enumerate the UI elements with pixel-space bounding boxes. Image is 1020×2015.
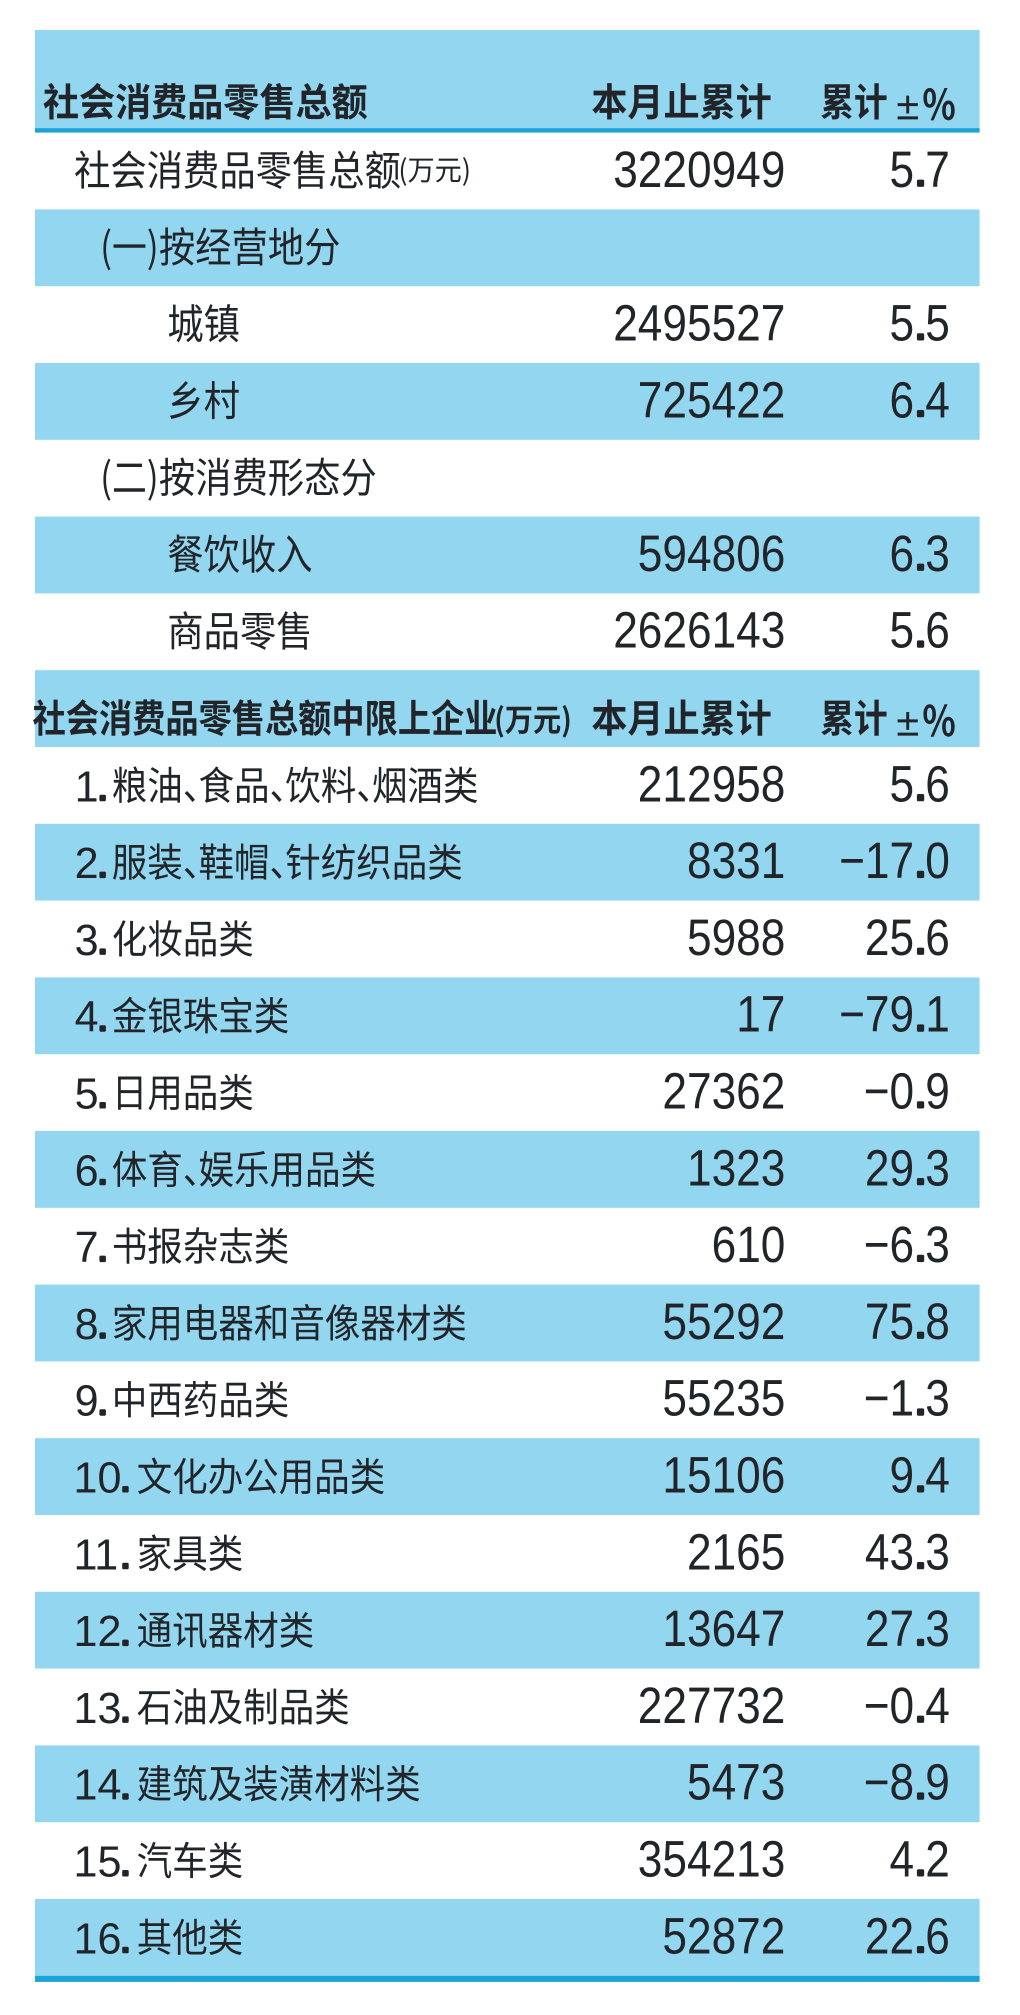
svg-text:3: 3 bbox=[925, 1371, 950, 1428]
svg-text:4: 4 bbox=[925, 1678, 950, 1735]
svg-text:6: 6 bbox=[75, 1147, 99, 1195]
svg-text:0: 0 bbox=[925, 833, 950, 890]
svg-text:43: 43 bbox=[865, 1524, 914, 1581]
svg-text:6: 6 bbox=[925, 603, 950, 660]
svg-text:725422: 725422 bbox=[638, 372, 786, 429]
svg-text:1: 1 bbox=[75, 763, 99, 811]
svg-text:−: − bbox=[839, 987, 865, 1044]
svg-text:8331: 8331 bbox=[687, 833, 785, 890]
svg-text:3: 3 bbox=[925, 526, 950, 583]
svg-text:27: 27 bbox=[865, 1601, 914, 1658]
svg-text:5: 5 bbox=[890, 603, 915, 660]
svg-text:9: 9 bbox=[890, 1447, 915, 1504]
svg-text:29: 29 bbox=[865, 1140, 914, 1197]
svg-text:0: 0 bbox=[890, 1063, 915, 1120]
svg-text:−: − bbox=[839, 833, 865, 890]
svg-text:4: 4 bbox=[925, 1447, 950, 1504]
svg-text:3220949: 3220949 bbox=[613, 142, 785, 199]
svg-text:3: 3 bbox=[925, 1217, 950, 1274]
svg-text:−: − bbox=[864, 1217, 890, 1274]
svg-text:5988: 5988 bbox=[687, 910, 785, 967]
svg-text:11: 11 bbox=[74, 1531, 119, 1579]
svg-text:5: 5 bbox=[890, 142, 915, 199]
svg-text:2626143: 2626143 bbox=[613, 603, 785, 660]
svg-text:2165: 2165 bbox=[687, 1524, 785, 1581]
svg-text:8: 8 bbox=[925, 1294, 950, 1351]
svg-text:22: 22 bbox=[865, 1908, 914, 1965]
svg-text:2495527: 2495527 bbox=[613, 295, 785, 352]
svg-text:4: 4 bbox=[925, 372, 950, 429]
svg-text:610: 610 bbox=[712, 1217, 786, 1274]
svg-text:9: 9 bbox=[75, 1378, 99, 1426]
svg-text:5: 5 bbox=[890, 756, 915, 813]
svg-text:1: 1 bbox=[890, 1371, 915, 1428]
svg-text:13: 13 bbox=[74, 1685, 122, 1733]
svg-text:15: 15 bbox=[74, 1839, 122, 1887]
svg-text:8: 8 bbox=[890, 1755, 915, 1812]
svg-text:3: 3 bbox=[75, 917, 99, 965]
svg-text:52872: 52872 bbox=[662, 1908, 785, 1965]
svg-text:6: 6 bbox=[890, 372, 915, 429]
svg-text:6: 6 bbox=[925, 756, 950, 813]
svg-text:4: 4 bbox=[890, 1831, 915, 1888]
svg-text:17: 17 bbox=[736, 987, 785, 1044]
svg-text:5: 5 bbox=[890, 295, 915, 352]
svg-text:212958: 212958 bbox=[638, 756, 786, 813]
svg-text:55292: 55292 bbox=[662, 1294, 785, 1351]
svg-text:−: − bbox=[864, 1371, 890, 1428]
svg-text:−: − bbox=[864, 1678, 890, 1735]
svg-text:1323: 1323 bbox=[687, 1140, 785, 1197]
svg-text:25: 25 bbox=[865, 910, 914, 967]
svg-text:−: − bbox=[864, 1755, 890, 1812]
svg-text:6: 6 bbox=[925, 1908, 950, 1965]
svg-text:6: 6 bbox=[890, 526, 915, 583]
svg-text:594806: 594806 bbox=[638, 526, 786, 583]
svg-text:27362: 27362 bbox=[662, 1063, 785, 1120]
svg-text:7: 7 bbox=[925, 142, 950, 199]
svg-text:14: 14 bbox=[74, 1762, 122, 1810]
svg-text:2: 2 bbox=[925, 1831, 950, 1888]
svg-text:10: 10 bbox=[74, 1455, 122, 1503]
svg-text:79: 79 bbox=[865, 987, 914, 1044]
svg-text:16: 16 bbox=[74, 1915, 122, 1963]
svg-text:354213: 354213 bbox=[638, 1831, 786, 1888]
svg-text:55235: 55235 bbox=[662, 1371, 785, 1428]
svg-text:3: 3 bbox=[925, 1524, 950, 1581]
svg-text:75: 75 bbox=[865, 1294, 914, 1351]
svg-text:2: 2 bbox=[75, 840, 99, 888]
svg-text:3: 3 bbox=[925, 1140, 950, 1197]
svg-text:−: − bbox=[864, 1063, 890, 1120]
svg-text:5473: 5473 bbox=[687, 1755, 785, 1812]
svg-text:7: 7 bbox=[75, 1224, 99, 1272]
svg-text:227732: 227732 bbox=[638, 1678, 786, 1735]
svg-text:13647: 13647 bbox=[662, 1601, 785, 1658]
svg-text:0: 0 bbox=[890, 1678, 915, 1735]
svg-text:12: 12 bbox=[74, 1608, 122, 1656]
svg-text:1: 1 bbox=[925, 987, 950, 1044]
svg-text:9: 9 bbox=[925, 1755, 950, 1812]
svg-text:6: 6 bbox=[925, 910, 950, 967]
svg-text:4: 4 bbox=[75, 994, 99, 1042]
svg-text:17: 17 bbox=[865, 833, 914, 890]
svg-text:9: 9 bbox=[925, 1063, 950, 1120]
svg-text:5: 5 bbox=[75, 1071, 99, 1119]
svg-text:15106: 15106 bbox=[662, 1447, 785, 1504]
svg-text:6: 6 bbox=[890, 1217, 915, 1274]
svg-text:8: 8 bbox=[75, 1301, 99, 1349]
svg-text:5: 5 bbox=[925, 295, 950, 352]
svg-text:3: 3 bbox=[925, 1601, 950, 1658]
